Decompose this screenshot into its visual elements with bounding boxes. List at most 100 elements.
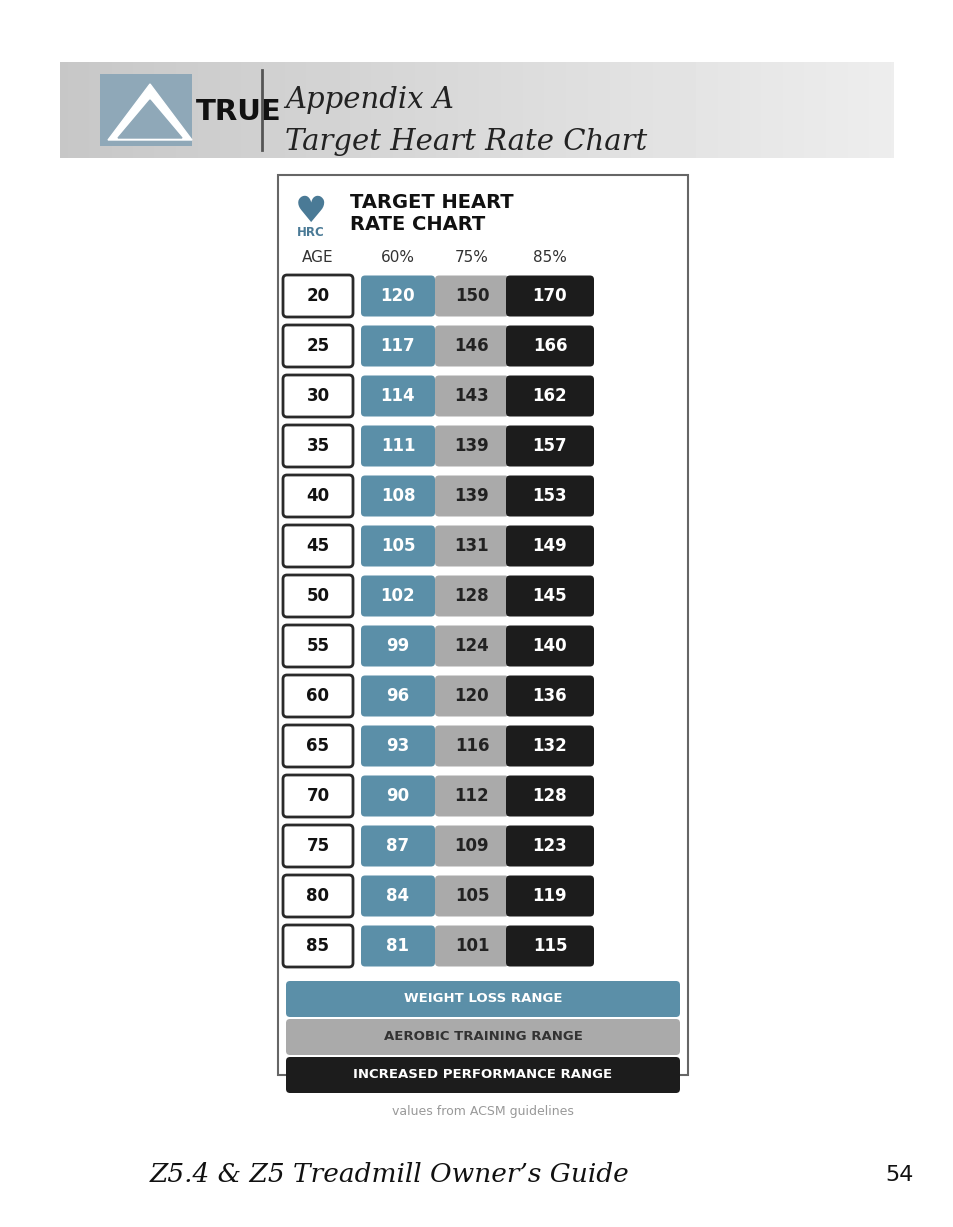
Text: 30: 30 xyxy=(306,387,329,405)
FancyBboxPatch shape xyxy=(360,325,435,367)
FancyBboxPatch shape xyxy=(360,426,435,466)
FancyBboxPatch shape xyxy=(435,375,509,416)
Text: 120: 120 xyxy=(380,287,415,306)
FancyBboxPatch shape xyxy=(283,825,353,867)
Text: 131: 131 xyxy=(455,537,489,555)
Text: 96: 96 xyxy=(386,687,409,706)
FancyBboxPatch shape xyxy=(283,525,353,567)
Text: TARGET HEART: TARGET HEART xyxy=(350,193,513,211)
FancyBboxPatch shape xyxy=(360,375,435,416)
Text: 162: 162 xyxy=(532,387,567,405)
Text: values from ACSM guidelines: values from ACSM guidelines xyxy=(392,1104,574,1118)
Text: WEIGHT LOSS RANGE: WEIGHT LOSS RANGE xyxy=(403,993,561,1005)
FancyBboxPatch shape xyxy=(505,676,594,717)
FancyBboxPatch shape xyxy=(505,725,594,767)
FancyBboxPatch shape xyxy=(286,1018,679,1055)
FancyBboxPatch shape xyxy=(286,982,679,1017)
Text: 50: 50 xyxy=(306,587,329,605)
FancyBboxPatch shape xyxy=(435,525,509,567)
FancyBboxPatch shape xyxy=(360,925,435,967)
Text: 70: 70 xyxy=(306,787,329,805)
FancyBboxPatch shape xyxy=(435,575,509,616)
FancyBboxPatch shape xyxy=(505,925,594,967)
Text: 128: 128 xyxy=(455,587,489,605)
FancyBboxPatch shape xyxy=(435,426,509,466)
Text: 40: 40 xyxy=(306,487,329,506)
Bar xyxy=(277,175,687,1075)
Text: RATE CHART: RATE CHART xyxy=(350,215,485,233)
FancyBboxPatch shape xyxy=(435,725,509,767)
Text: 60: 60 xyxy=(306,687,329,706)
Text: 136: 136 xyxy=(532,687,567,706)
FancyBboxPatch shape xyxy=(505,276,594,317)
FancyBboxPatch shape xyxy=(435,276,509,317)
Text: 157: 157 xyxy=(532,437,567,455)
Text: 102: 102 xyxy=(380,587,415,605)
Text: 54: 54 xyxy=(885,1164,913,1185)
Text: 119: 119 xyxy=(532,887,567,906)
Text: 166: 166 xyxy=(532,337,567,355)
Text: 112: 112 xyxy=(455,787,489,805)
FancyBboxPatch shape xyxy=(505,575,594,616)
FancyBboxPatch shape xyxy=(286,1056,679,1093)
Text: ♥: ♥ xyxy=(294,195,327,229)
FancyBboxPatch shape xyxy=(360,676,435,717)
Text: 81: 81 xyxy=(386,937,409,955)
FancyBboxPatch shape xyxy=(435,325,509,367)
Text: 35: 35 xyxy=(306,437,329,455)
FancyBboxPatch shape xyxy=(360,725,435,767)
FancyBboxPatch shape xyxy=(435,876,509,917)
Text: 75: 75 xyxy=(306,837,329,855)
Text: 45: 45 xyxy=(306,537,329,555)
FancyBboxPatch shape xyxy=(435,626,509,666)
Text: 139: 139 xyxy=(455,487,489,506)
Text: INCREASED PERFORMANCE RANGE: INCREASED PERFORMANCE RANGE xyxy=(353,1069,612,1081)
Text: 114: 114 xyxy=(380,387,415,405)
Text: 132: 132 xyxy=(532,737,567,755)
FancyBboxPatch shape xyxy=(283,725,353,767)
FancyBboxPatch shape xyxy=(360,525,435,567)
FancyBboxPatch shape xyxy=(505,775,594,816)
Text: 153: 153 xyxy=(532,487,567,506)
Text: AEROBIC TRAINING RANGE: AEROBIC TRAINING RANGE xyxy=(383,1031,582,1043)
FancyBboxPatch shape xyxy=(283,425,353,467)
Text: 140: 140 xyxy=(532,637,567,655)
Text: 85%: 85% xyxy=(533,250,566,265)
FancyBboxPatch shape xyxy=(283,575,353,617)
Text: AGE: AGE xyxy=(302,250,334,265)
FancyBboxPatch shape xyxy=(360,276,435,317)
Text: 84: 84 xyxy=(386,887,409,906)
FancyBboxPatch shape xyxy=(360,575,435,616)
Bar xyxy=(100,74,192,146)
Text: 145: 145 xyxy=(532,587,567,605)
Text: 80: 80 xyxy=(306,887,329,906)
Text: 115: 115 xyxy=(532,937,567,955)
Text: 93: 93 xyxy=(386,737,409,755)
Text: 123: 123 xyxy=(532,837,567,855)
Text: 146: 146 xyxy=(455,337,489,355)
Text: 108: 108 xyxy=(380,487,415,506)
Text: 105: 105 xyxy=(455,887,489,906)
Text: 85: 85 xyxy=(306,937,329,955)
FancyBboxPatch shape xyxy=(283,625,353,667)
Text: 170: 170 xyxy=(532,287,567,306)
FancyBboxPatch shape xyxy=(283,325,353,367)
FancyBboxPatch shape xyxy=(283,875,353,917)
Text: 128: 128 xyxy=(532,787,567,805)
Text: 109: 109 xyxy=(455,837,489,855)
FancyBboxPatch shape xyxy=(360,626,435,666)
FancyBboxPatch shape xyxy=(435,476,509,517)
FancyBboxPatch shape xyxy=(283,925,353,967)
FancyBboxPatch shape xyxy=(505,325,594,367)
Text: 60%: 60% xyxy=(380,250,415,265)
FancyBboxPatch shape xyxy=(505,375,594,416)
Text: 25: 25 xyxy=(306,337,329,355)
Text: TRUE: TRUE xyxy=(195,98,281,126)
FancyBboxPatch shape xyxy=(435,676,509,717)
FancyBboxPatch shape xyxy=(283,275,353,317)
FancyBboxPatch shape xyxy=(360,826,435,866)
Text: 116: 116 xyxy=(455,737,489,755)
Text: 150: 150 xyxy=(455,287,489,306)
Text: 99: 99 xyxy=(386,637,409,655)
Text: 124: 124 xyxy=(455,637,489,655)
